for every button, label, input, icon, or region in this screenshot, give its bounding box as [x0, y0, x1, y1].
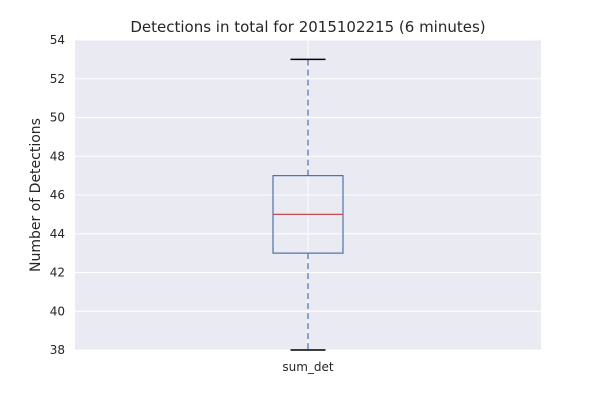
- box-plot: [272, 58, 344, 351]
- y-tick-label: 44: [50, 227, 65, 241]
- y-tick-label: 46: [50, 188, 65, 202]
- y-tick-label: 42: [50, 266, 65, 280]
- y-tick-label: 48: [50, 149, 65, 163]
- x-tick-label: sum_det: [282, 360, 334, 374]
- x-axis-ticks: sum_det: [282, 360, 334, 374]
- y-axis-ticks: 38 40 42 44 46 48 50 52 54: [50, 33, 65, 357]
- y-tick-label: 52: [50, 72, 65, 86]
- y-tick-label: 54: [50, 33, 65, 47]
- chart-title: Detections in total for 2015102215 (6 mi…: [130, 18, 485, 36]
- y-tick-label: 50: [50, 111, 65, 125]
- y-axis-label: Number of Detections: [28, 118, 44, 272]
- y-tick-label: 38: [50, 343, 65, 357]
- y-tick-label: 40: [50, 304, 65, 318]
